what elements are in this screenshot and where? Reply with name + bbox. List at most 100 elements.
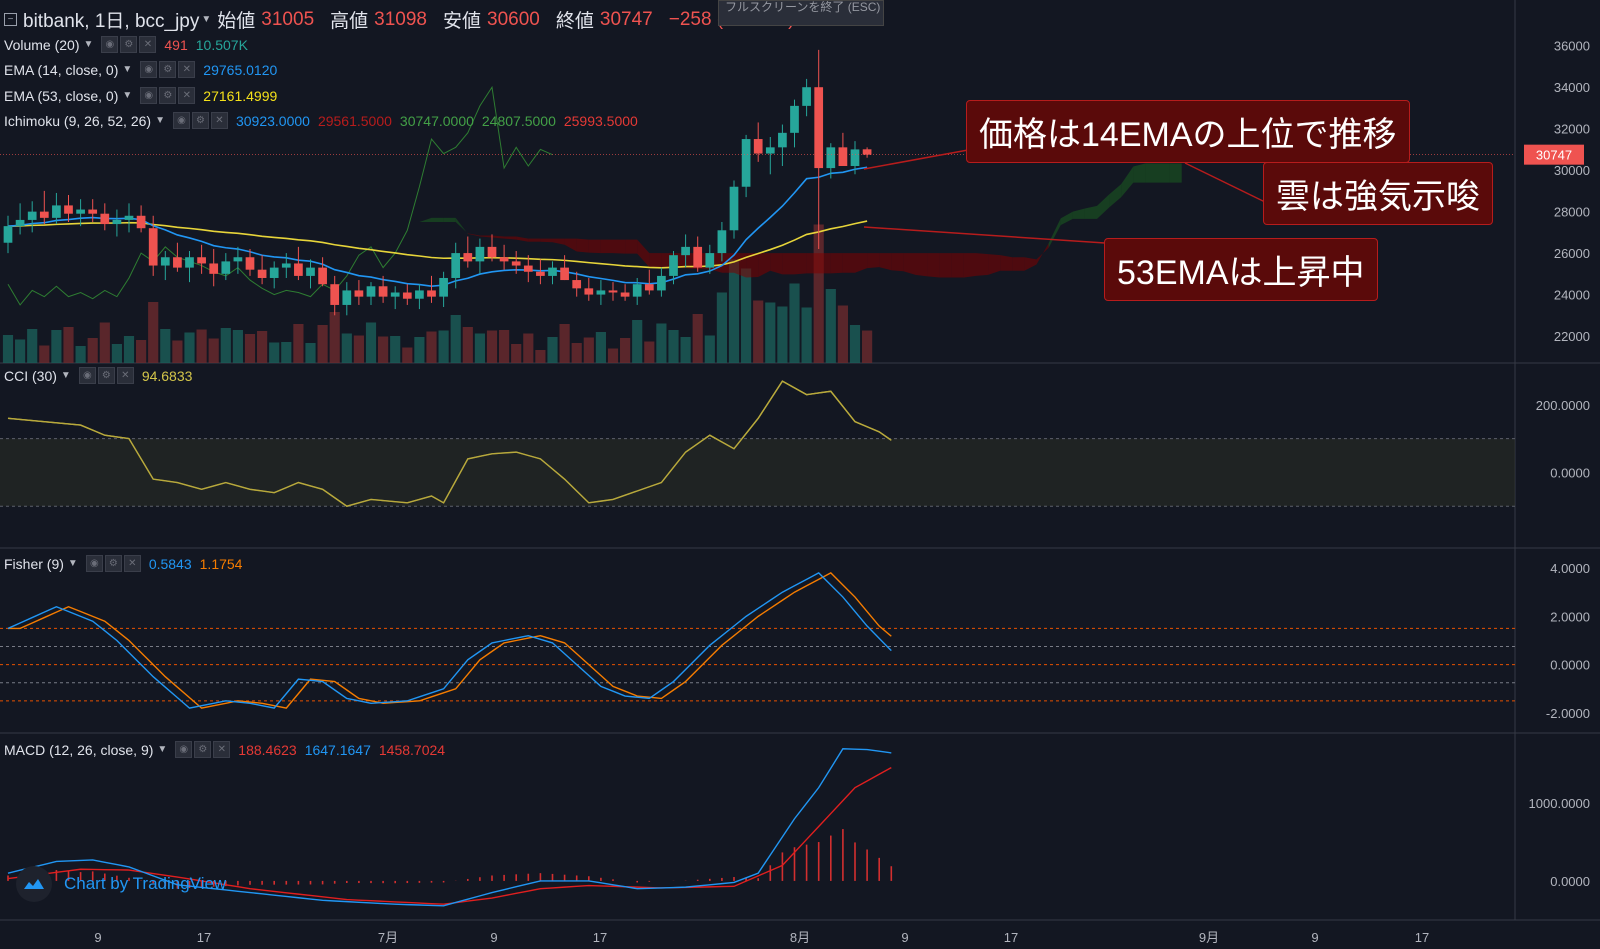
ema53-title[interactable]: EMA (53, close, 0) (4, 87, 119, 104)
indicator-controls[interactable]: ◉ ⚙ ✕ (175, 741, 231, 758)
ichimoku-cloud-segment (1060, 211, 1073, 226)
cci-title[interactable]: CCI (30) (4, 367, 57, 384)
ichimoku-cloud-segment (927, 253, 940, 278)
collapse-icon[interactable]: − (4, 13, 17, 26)
gear-icon[interactable]: ⚙ (194, 741, 212, 758)
indicator-controls[interactable]: ◉ ⚙ ✕ (172, 112, 228, 129)
close-icon[interactable]: ✕ (210, 112, 228, 129)
last-price-label: 30747 (1536, 148, 1572, 163)
volume-bar (741, 268, 752, 363)
close-icon[interactable]: ✕ (123, 555, 141, 572)
gear-icon[interactable]: ⚙ (97, 367, 115, 384)
indicator-controls[interactable]: ◉ ⚙ ✕ (101, 36, 157, 53)
gear-icon[interactable]: ⚙ (104, 555, 122, 572)
candle-body (608, 290, 618, 293)
indicator-controls[interactable]: ◉ ⚙ ✕ (78, 367, 134, 384)
ichimoku-cloud-segment (891, 253, 904, 272)
ichimoku-cloud-segment (552, 238, 565, 245)
candle-body (52, 205, 61, 218)
legend-fisher[interactable]: Fisher (9) ▼ ◉ ⚙ ✕ 0.5843 1.1754 (4, 555, 242, 572)
ichimoku-cloud-segment (600, 239, 613, 254)
gear-icon[interactable]: ⚙ (159, 61, 177, 78)
ichimoku-cloud-segment (1097, 194, 1110, 219)
volume-bar (148, 302, 159, 363)
legend-ema14[interactable]: EMA (14, close, 0) ▼ ◉ ⚙ ✕ 29765.0120 (4, 61, 277, 78)
volume-bar (232, 330, 243, 363)
eye-icon[interactable]: ◉ (85, 555, 103, 572)
eye-icon[interactable]: ◉ (140, 61, 158, 78)
chevron-down-icon[interactable]: ▼ (60, 370, 71, 381)
macd-tick-label: 1000.0000 (1529, 796, 1590, 811)
legend-ema53[interactable]: EMA (53, close, 0) ▼ ◉ ⚙ ✕ 27161.4999 (4, 87, 277, 104)
candle-body (753, 139, 763, 154)
candle-body (415, 290, 424, 299)
gear-icon[interactable]: ⚙ (120, 36, 138, 53)
ichimoku-title[interactable]: Ichimoku (9, 26, 52, 26) (4, 112, 152, 129)
volume-bar (257, 331, 268, 363)
branding-text[interactable]: Chart by TradingView (64, 874, 227, 893)
annotation-pointer (1184, 162, 1266, 203)
close-icon[interactable]: ✕ (139, 36, 157, 53)
chevron-down-icon[interactable]: ▼ (201, 14, 212, 25)
macd-tick-label: 0.0000 (1550, 874, 1590, 889)
volume-bar (111, 344, 122, 363)
gear-icon[interactable]: ⚙ (191, 112, 209, 129)
candle-body (487, 246, 497, 258)
annotation-ema53[interactable]: 53EMAは上昇中 (1104, 238, 1378, 301)
annotation-ema14[interactable]: 価格は14EMAの上位で推移 (966, 100, 1410, 163)
legend-cci[interactable]: CCI (30) ▼ ◉ ⚙ ✕ 94.6833 (4, 367, 192, 384)
eye-icon[interactable]: ◉ (101, 36, 119, 53)
annotation-cloud[interactable]: 雲は強気示唆 (1263, 162, 1493, 225)
time-tick-label: 7月 (378, 930, 398, 945)
volume-bar (75, 346, 86, 363)
high-value: 31098 (374, 8, 427, 30)
close-icon[interactable]: ✕ (116, 367, 134, 384)
fisher-title[interactable]: Fisher (9) (4, 555, 64, 572)
annotation-pointer (863, 226, 1106, 244)
close-icon[interactable]: ✕ (178, 61, 196, 78)
chart-header: − bitbank, 1日, bcc_jpy ▼ 始値 31005 高値 31098… (4, 6, 804, 33)
signal-value: 1458.7024 (378, 741, 446, 758)
candle-body (197, 257, 206, 264)
candle-body (318, 267, 327, 285)
volume-bar (620, 338, 631, 363)
volume-bar (184, 332, 195, 363)
legend-ichimoku[interactable]: Ichimoku (9, 26, 52, 26) ▼ ◉ ⚙ ✕ 30923.0000… (4, 112, 638, 129)
close-icon[interactable]: ✕ (178, 87, 196, 104)
eye-icon[interactable]: ◉ (175, 741, 193, 758)
ema14-title[interactable]: EMA (14, close, 0) (4, 61, 119, 78)
close-icon[interactable]: ✕ (213, 741, 231, 758)
volume-title[interactable]: Volume (20) (4, 36, 80, 53)
chikou-value: 30747.0000 (399, 112, 474, 129)
macd-title[interactable]: MACD (12, 26, close, 9) (4, 741, 154, 758)
indicator-controls[interactable]: ◉ ⚙ ✕ (85, 555, 141, 572)
eye-icon[interactable]: ◉ (78, 367, 96, 384)
candle-body (245, 257, 255, 270)
eye-icon[interactable]: ◉ (140, 87, 158, 104)
ichimoku-cloud-segment (588, 239, 601, 254)
volume-bar (632, 320, 643, 363)
symbol-title[interactable]: bitbank, 1日, bcc_jpy (23, 11, 200, 32)
chevron-down-icon[interactable]: ▼ (155, 115, 165, 126)
tradingview-branding[interactable]: Chart by TradingView (16, 866, 226, 902)
volume-bar (753, 300, 764, 363)
cci-tick-label: 200.0000 (1536, 398, 1590, 413)
legend-volume[interactable]: Volume (20) ▼ ◉ ⚙ ✕ 491 10.507K (4, 36, 248, 53)
candle-body (463, 253, 473, 262)
gear-icon[interactable]: ⚙ (159, 87, 177, 104)
indicator-controls[interactable]: ◉ ⚙ ✕ (140, 87, 196, 104)
indicator-controls[interactable]: ◉ ⚙ ✕ (140, 61, 196, 78)
candle-body (862, 149, 872, 155)
price-tick-label: 36000 (1554, 39, 1590, 54)
eye-icon[interactable]: ◉ (172, 112, 190, 129)
legend-macd[interactable]: MACD (12, 26, close, 9) ▼ ◉ ⚙ ✕ 188.4623 16… (4, 741, 445, 758)
candle-body (523, 265, 533, 272)
candle-body (693, 246, 703, 268)
chevron-down-icon[interactable]: ▼ (122, 90, 133, 101)
chevron-down-icon[interactable]: ▼ (67, 558, 78, 569)
ema14-line (7, 166, 868, 288)
chevron-down-icon[interactable]: ▼ (122, 64, 133, 75)
chevron-down-icon[interactable]: ▼ (157, 744, 168, 755)
chevron-down-icon[interactable]: ▼ (83, 39, 94, 50)
